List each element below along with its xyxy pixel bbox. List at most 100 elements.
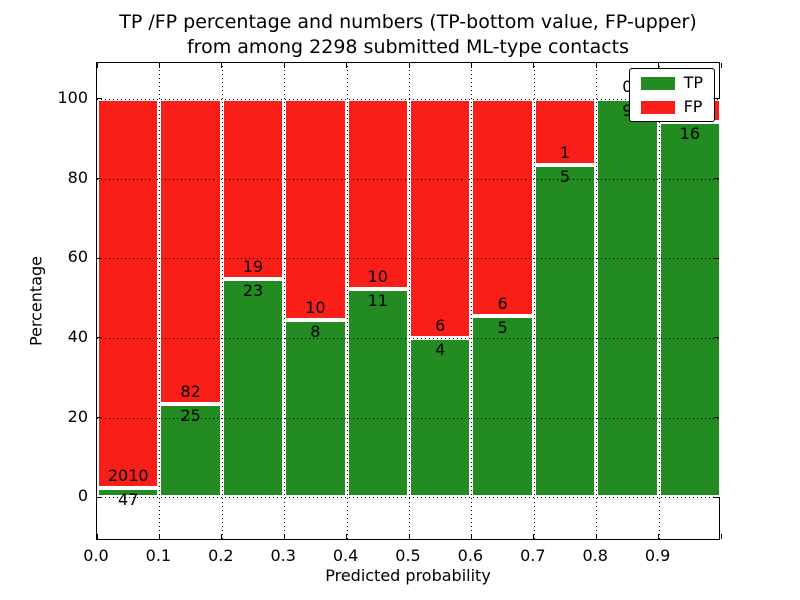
chart-title: TP /FP percentage and numbers (TP-bottom…: [119, 11, 697, 33]
y-tick-label: 0: [77, 486, 88, 506]
x-axis-tick-top: [533, 63, 535, 68]
y-tick-label: 60: [67, 247, 88, 267]
x-axis-tick-top: [720, 63, 722, 68]
x-axis-tick-top: [283, 63, 285, 68]
y-axis-tick: [97, 257, 102, 259]
v-gridline: [159, 63, 161, 539]
y-axis-tick: [97, 496, 102, 498]
x-axis-tick: [595, 534, 597, 539]
x-axis-tick-top: [346, 63, 348, 68]
bar-segment-tp: [658, 122, 721, 498]
bar-segment-fp: [97, 98, 160, 489]
v-gridline: [533, 63, 535, 539]
tp-legend-label: TP: [683, 73, 703, 92]
bar-label-tp: 11: [367, 290, 388, 310]
bar-label-fp: 2010: [107, 466, 149, 486]
bar-label-tp: 25: [180, 406, 201, 426]
x-tick-label: 0.9: [644, 546, 671, 565]
bar-segment-tp: [97, 488, 160, 498]
y-axis-tick: [97, 417, 102, 419]
bar-segment-tp: [471, 316, 534, 498]
x-tick-label: 0.6: [457, 546, 484, 565]
chart-title-block: TP /FP percentage and numbers (TP-bottom…: [8, 10, 800, 60]
x-axis-tick-top: [221, 63, 223, 68]
h-gridline: [97, 178, 719, 180]
v-gridline: [658, 63, 660, 539]
x-tick-label: 0.8: [582, 546, 608, 565]
bar-segment-fp: [471, 98, 534, 317]
y-axis-tick-right: [714, 257, 719, 259]
bar-segment-tp: [284, 320, 347, 498]
x-axis-label: Predicted probability: [325, 566, 491, 585]
x-tick-label: 0.1: [145, 546, 172, 565]
x-tick-label: 0.2: [208, 546, 234, 565]
bar-label-fp: 6: [435, 315, 446, 335]
bar-segment-tp: [159, 404, 222, 498]
x-tick-label: 0.3: [270, 546, 296, 565]
bar-segment-fp: [409, 98, 472, 338]
chart-subtitle: from among 2298 submitted ML-type contac…: [186, 36, 630, 58]
x-axis-tick: [96, 534, 98, 539]
x-axis-tick-top: [658, 63, 660, 68]
x-tick-label: 0.5: [395, 546, 421, 565]
x-axis-tick-top: [595, 63, 597, 68]
v-gridline: [409, 63, 410, 539]
x-axis-tick: [658, 534, 660, 539]
x-tick-label: 0.4: [332, 546, 359, 565]
bar-label-tp: 47: [118, 490, 139, 510]
h-gridline: [97, 258, 719, 260]
x-axis-tick: [283, 534, 285, 539]
v-gridline: [471, 63, 473, 539]
bar-segment-tp: [596, 98, 659, 498]
bar-label-fp: 1: [559, 143, 571, 163]
bar-label-fp: 82: [180, 382, 201, 402]
bar-segment-tp: [346, 288, 409, 498]
v-gridline: [346, 63, 348, 539]
bar-segment-fp: [533, 98, 597, 166]
y-tick-label: 80: [67, 167, 88, 187]
y-axis-label: Percentage: [26, 255, 46, 347]
bar-label-tp: 4: [435, 339, 446, 359]
h-gridline: [97, 98, 719, 100]
bar-label-fp: 10: [367, 266, 388, 286]
y-axis-tick-right: [714, 496, 719, 498]
bar-label-fp: 19: [242, 257, 264, 277]
v-gridline: [596, 63, 598, 539]
x-axis-tick: [346, 534, 348, 539]
bar-segment-tp: [533, 165, 597, 498]
y-axis-tick-right: [714, 178, 719, 180]
x-axis-tick: [533, 534, 535, 539]
v-gridline: [221, 63, 223, 539]
y-tick-label: 40: [67, 326, 88, 346]
bar-label-tp: 8: [310, 322, 321, 342]
y-axis-tick-right: [714, 337, 719, 339]
bar-segment-tp: [221, 279, 285, 498]
y-axis-tick: [97, 337, 102, 339]
bar-label-tp: 5: [559, 167, 571, 187]
y-tick-label: 100: [57, 87, 88, 107]
h-gridline: [97, 417, 719, 419]
x-axis-tick: [158, 534, 160, 539]
x-axis-tick-top: [408, 63, 410, 68]
v-gridline: [284, 63, 286, 539]
x-axis-tick-top: [158, 63, 160, 68]
x-axis-tick: [221, 534, 223, 539]
h-gridline: [97, 337, 719, 339]
legend-entry-tp: TP: [640, 73, 703, 92]
y-axis-tick: [97, 178, 102, 180]
bar-segment-fp: [159, 98, 222, 405]
fp-legend-label: FP: [683, 97, 703, 116]
bar-label-fp: 6: [497, 294, 508, 314]
h-gridline: [97, 497, 719, 499]
plot-area: TP FP 20104782251923108101164651509116: [96, 62, 722, 540]
x-axis-tick: [408, 534, 410, 539]
bar-segment-tp: [409, 337, 472, 498]
y-axis-tick-right: [714, 98, 719, 100]
bar-label-tp: 16: [679, 124, 700, 144]
bar-label-fp: 0: [622, 76, 633, 96]
bar-label-tp: 5: [497, 318, 508, 338]
y-axis-tick-right: [714, 417, 719, 419]
x-tick-label: 0.7: [520, 546, 546, 565]
x-tick-label: 0.0: [83, 546, 109, 565]
y-axis-tick: [97, 98, 102, 100]
